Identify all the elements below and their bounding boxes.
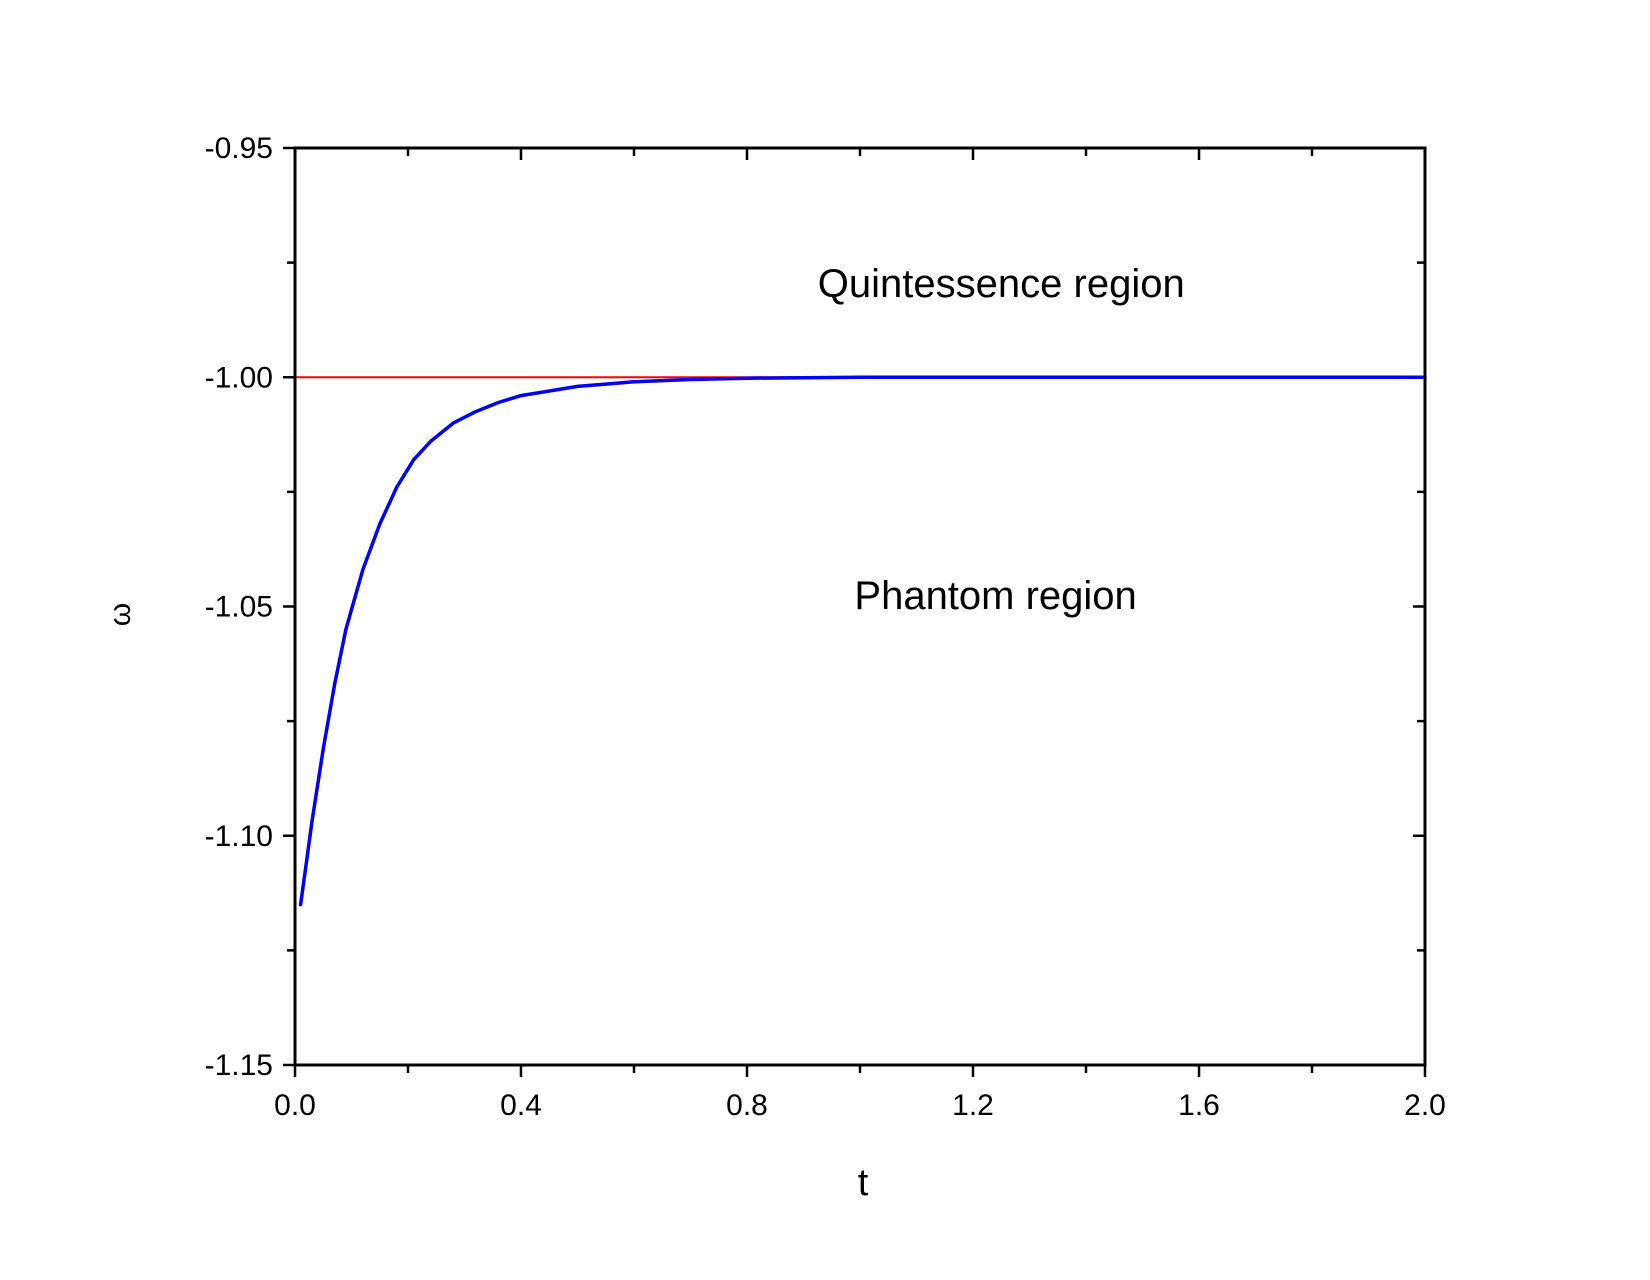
annotation-label: Quintessence region <box>818 262 1185 306</box>
x-tick-label: 2.0 <box>1404 1089 1446 1122</box>
series-line-blue <box>298 375 1427 907</box>
y-tick-label: -1.00 <box>205 361 273 394</box>
x-tick-label: 0.0 <box>274 1089 316 1122</box>
plot-frame <box>293 146 1427 1067</box>
x-tick-label: 1.6 <box>1178 1089 1220 1122</box>
y-tick-label: -1.10 <box>205 820 273 853</box>
x-tick-label: 1.2 <box>952 1089 994 1122</box>
x-axis-label: t <box>858 1162 869 1204</box>
y-tick-label: -1.15 <box>205 1049 273 1082</box>
annotation-label: Phantom region <box>854 574 1136 618</box>
x-tick-label: 0.8 <box>726 1089 768 1122</box>
labels-layer: 0.0 0.4 0.8 1.2 1.6 2.0 -0.95 -1.00 -1.05 -1.10 -1… <box>104 132 1446 1204</box>
y-tick-label: -0.95 <box>205 132 273 165</box>
x-tick-label: 0.4 <box>500 1089 542 1122</box>
y-axis-label: ω <box>104 603 137 626</box>
series-layer <box>294 375 1427 907</box>
y-tick-label: -1.05 <box>205 591 273 624</box>
